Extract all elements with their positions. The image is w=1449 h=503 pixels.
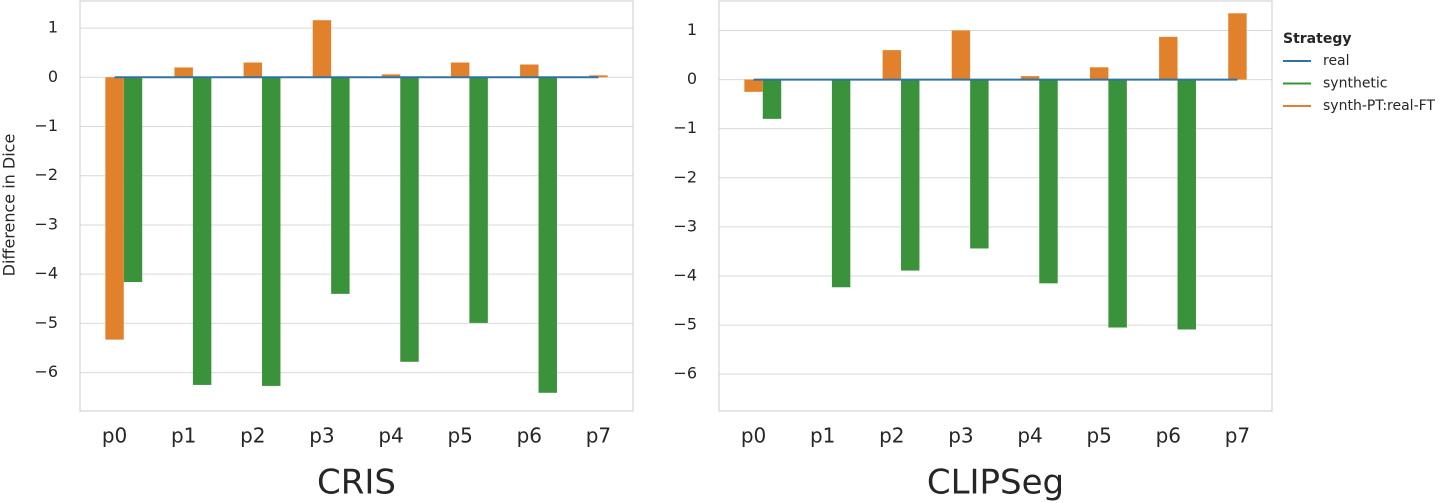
bar [1089, 67, 1109, 80]
bar [174, 67, 193, 78]
y-tick-label: −1 [673, 118, 697, 137]
bar [105, 77, 124, 340]
bar [901, 79, 920, 271]
y-tick-label: −4 [673, 265, 697, 284]
plot-frame [79, 0, 634, 412]
legend-label: real [1323, 53, 1350, 69]
plot-frame [718, 0, 1273, 412]
y-tick-label: 0 [687, 69, 697, 88]
bar [951, 30, 971, 80]
bar [1039, 79, 1058, 284]
x-tick-label: p3 [309, 424, 334, 448]
y-tick-label: −2 [34, 165, 58, 184]
x-tick-label: p1 [171, 424, 196, 448]
bar [123, 77, 143, 283]
x-tick-label: p7 [586, 424, 611, 448]
x-tick-label: p5 [1086, 424, 1111, 448]
y-axis-label: Difference in Dice [0, 134, 19, 277]
y-tick-label: 0 [48, 67, 58, 86]
bar [1228, 13, 1247, 80]
legend-title: Strategy [1283, 31, 1351, 47]
bar [762, 79, 782, 119]
bar [831, 79, 851, 288]
x-tick-label: p0 [741, 424, 766, 448]
bar [1108, 79, 1127, 328]
bar [1177, 79, 1196, 330]
x-tick-label: p2 [240, 424, 265, 448]
bar [331, 77, 350, 294]
legend-label: synth-PT:real-FT [1323, 98, 1435, 114]
x-tick-label: p0 [102, 424, 127, 448]
bar [744, 79, 763, 92]
y-tick-label: −4 [34, 264, 58, 283]
x-tick-label: p4 [1017, 424, 1042, 448]
bar [882, 50, 902, 80]
y-tick-label: −6 [34, 362, 58, 381]
y-tick-label: −1 [34, 116, 58, 135]
x-tick-label: p2 [879, 424, 904, 448]
bar [262, 77, 281, 386]
y-tick-label: −3 [673, 216, 697, 235]
bar [400, 77, 419, 362]
bar [243, 62, 263, 78]
legend-label: synthetic [1323, 76, 1388, 92]
y-tick-label: −3 [34, 214, 58, 233]
bar [381, 74, 401, 78]
bar [450, 62, 470, 78]
y-tick-label: −2 [673, 167, 697, 186]
bar [1020, 76, 1040, 80]
x-tick-label: p1 [810, 424, 835, 448]
x-tick-label: p7 [1225, 424, 1250, 448]
y-tick-label: −6 [673, 364, 697, 383]
y-tick-label: 1 [48, 18, 58, 37]
x-tick-label: p6 [1156, 424, 1181, 448]
x-tick-label: p3 [948, 424, 973, 448]
panel-title: CRIS [317, 463, 396, 503]
bar [312, 20, 332, 78]
y-tick-label: −5 [34, 313, 58, 332]
bar [538, 77, 557, 393]
x-tick-label: p4 [378, 424, 403, 448]
y-tick-label: 1 [687, 20, 697, 39]
bar [970, 79, 989, 249]
bar [469, 77, 488, 323]
bar [1159, 36, 1178, 80]
x-tick-label: p6 [517, 424, 542, 448]
bar [192, 77, 212, 385]
x-tick-label: p5 [447, 424, 472, 448]
bar [520, 64, 539, 78]
y-tick-label: −5 [673, 315, 697, 334]
panel-title: CLIPSeg [927, 463, 1064, 503]
